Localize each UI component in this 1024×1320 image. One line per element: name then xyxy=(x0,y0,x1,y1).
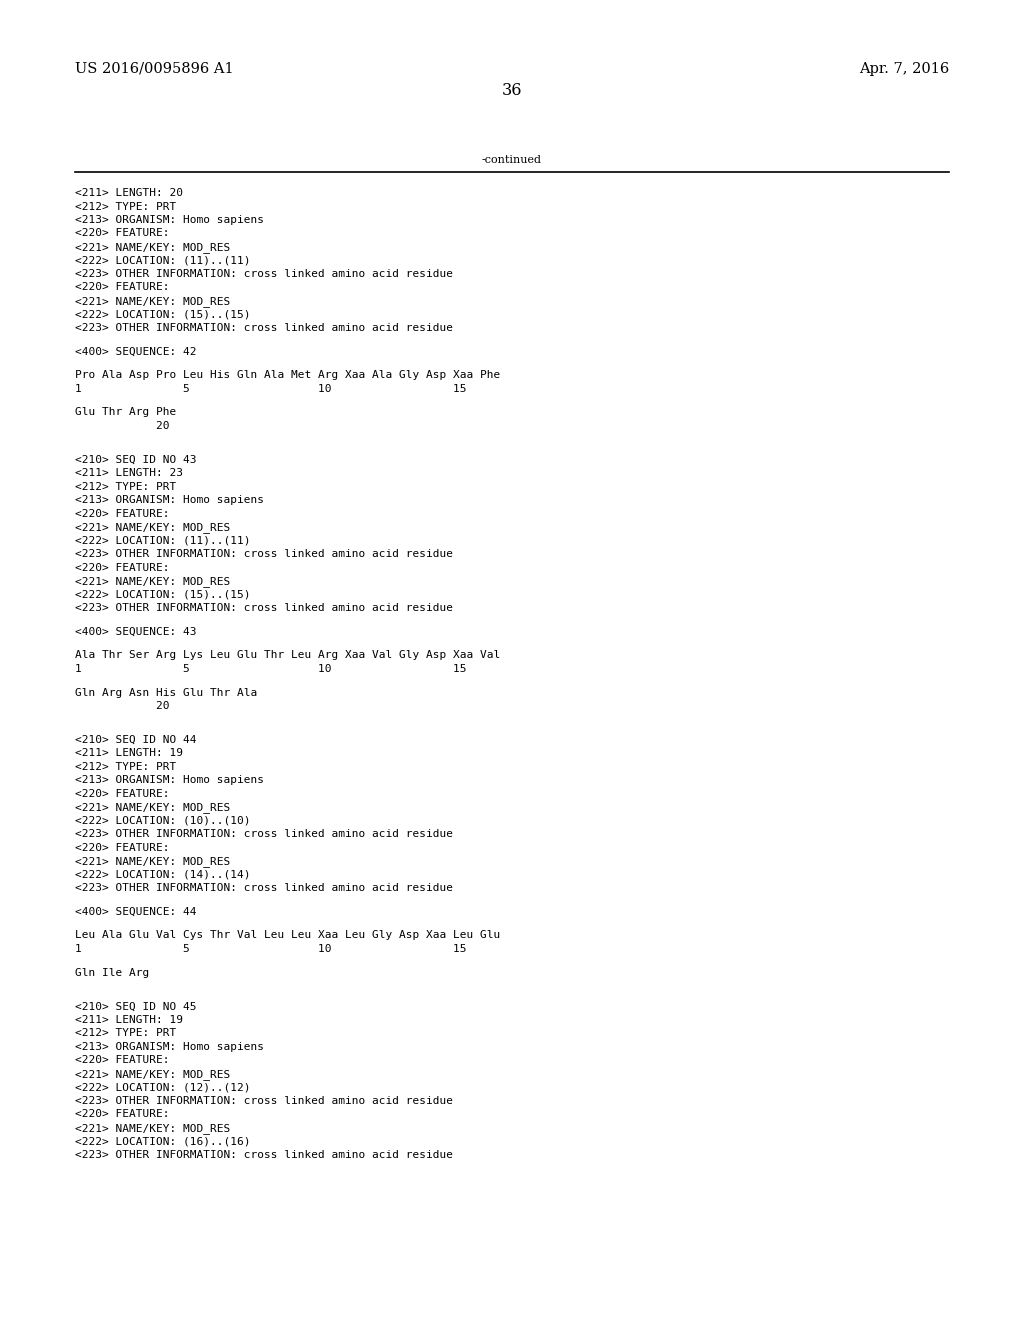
Text: <221> NAME/KEY: MOD_RES: <221> NAME/KEY: MOD_RES xyxy=(75,803,230,813)
Text: <211> LENGTH: 19: <211> LENGTH: 19 xyxy=(75,1015,183,1024)
Text: 1               5                   10                  15: 1 5 10 15 xyxy=(75,664,467,675)
Text: <220> FEATURE:: <220> FEATURE: xyxy=(75,562,170,573)
Text: <223> OTHER INFORMATION: cross linked amino acid residue: <223> OTHER INFORMATION: cross linked am… xyxy=(75,1096,453,1106)
Text: 1               5                   10                  15: 1 5 10 15 xyxy=(75,384,467,393)
Text: <210> SEQ ID NO 44: <210> SEQ ID NO 44 xyxy=(75,735,197,744)
Text: <220> FEATURE:: <220> FEATURE: xyxy=(75,789,170,799)
Text: <213> ORGANISM: Homo sapiens: <213> ORGANISM: Homo sapiens xyxy=(75,495,264,506)
Text: <220> FEATURE:: <220> FEATURE: xyxy=(75,842,170,853)
Text: Ala Thr Ser Arg Lys Leu Glu Thr Leu Arg Xaa Val Gly Asp Xaa Val: Ala Thr Ser Arg Lys Leu Glu Thr Leu Arg … xyxy=(75,651,501,660)
Text: <212> TYPE: PRT: <212> TYPE: PRT xyxy=(75,482,176,491)
Text: Pro Ala Asp Pro Leu His Gln Ala Met Arg Xaa Ala Gly Asp Xaa Phe: Pro Ala Asp Pro Leu His Gln Ala Met Arg … xyxy=(75,370,501,380)
Text: <222> LOCATION: (15)..(15): <222> LOCATION: (15)..(15) xyxy=(75,309,251,319)
Text: <220> FEATURE:: <220> FEATURE: xyxy=(75,228,170,239)
Text: <212> TYPE: PRT: <212> TYPE: PRT xyxy=(75,202,176,211)
Text: Gln Ile Arg: Gln Ile Arg xyxy=(75,968,150,978)
Text: 20: 20 xyxy=(75,701,170,711)
Text: <400> SEQUENCE: 44: <400> SEQUENCE: 44 xyxy=(75,907,197,917)
Text: <220> FEATURE:: <220> FEATURE: xyxy=(75,282,170,293)
Text: <221> NAME/KEY: MOD_RES: <221> NAME/KEY: MOD_RES xyxy=(75,242,230,253)
Text: <221> NAME/KEY: MOD_RES: <221> NAME/KEY: MOD_RES xyxy=(75,523,230,533)
Text: Glu Thr Arg Phe: Glu Thr Arg Phe xyxy=(75,408,176,417)
Text: <400> SEQUENCE: 43: <400> SEQUENCE: 43 xyxy=(75,627,197,636)
Text: -continued: -continued xyxy=(482,154,542,165)
Text: <213> ORGANISM: Homo sapiens: <213> ORGANISM: Homo sapiens xyxy=(75,1041,264,1052)
Text: <213> ORGANISM: Homo sapiens: <213> ORGANISM: Homo sapiens xyxy=(75,215,264,224)
Text: <223> OTHER INFORMATION: cross linked amino acid residue: <223> OTHER INFORMATION: cross linked am… xyxy=(75,1150,453,1160)
Text: <222> LOCATION: (11)..(11): <222> LOCATION: (11)..(11) xyxy=(75,256,251,265)
Text: <212> TYPE: PRT: <212> TYPE: PRT xyxy=(75,762,176,772)
Text: <221> NAME/KEY: MOD_RES: <221> NAME/KEY: MOD_RES xyxy=(75,1123,230,1134)
Text: <220> FEATURE:: <220> FEATURE: xyxy=(75,1056,170,1065)
Text: <223> OTHER INFORMATION: cross linked amino acid residue: <223> OTHER INFORMATION: cross linked am… xyxy=(75,549,453,560)
Text: <222> LOCATION: (10)..(10): <222> LOCATION: (10)..(10) xyxy=(75,816,251,826)
Text: <210> SEQ ID NO 43: <210> SEQ ID NO 43 xyxy=(75,454,197,465)
Text: <221> NAME/KEY: MOD_RES: <221> NAME/KEY: MOD_RES xyxy=(75,1069,230,1080)
Text: <222> LOCATION: (11)..(11): <222> LOCATION: (11)..(11) xyxy=(75,536,251,545)
Text: <222> LOCATION: (14)..(14): <222> LOCATION: (14)..(14) xyxy=(75,870,251,879)
Text: <220> FEATURE:: <220> FEATURE: xyxy=(75,508,170,519)
Text: <211> LENGTH: 19: <211> LENGTH: 19 xyxy=(75,748,183,758)
Text: <213> ORGANISM: Homo sapiens: <213> ORGANISM: Homo sapiens xyxy=(75,775,264,785)
Text: <223> OTHER INFORMATION: cross linked amino acid residue: <223> OTHER INFORMATION: cross linked am… xyxy=(75,323,453,333)
Text: Apr. 7, 2016: Apr. 7, 2016 xyxy=(859,62,949,77)
Text: Leu Ala Glu Val Cys Thr Val Leu Leu Xaa Leu Gly Asp Xaa Leu Glu: Leu Ala Glu Val Cys Thr Val Leu Leu Xaa … xyxy=(75,931,501,940)
Text: <400> SEQUENCE: 42: <400> SEQUENCE: 42 xyxy=(75,347,197,356)
Text: <223> OTHER INFORMATION: cross linked amino acid residue: <223> OTHER INFORMATION: cross linked am… xyxy=(75,829,453,840)
Text: US 2016/0095896 A1: US 2016/0095896 A1 xyxy=(75,62,233,77)
Text: Gln Arg Asn His Glu Thr Ala: Gln Arg Asn His Glu Thr Ala xyxy=(75,688,257,697)
Text: <210> SEQ ID NO 45: <210> SEQ ID NO 45 xyxy=(75,1002,197,1011)
Text: <221> NAME/KEY: MOD_RES: <221> NAME/KEY: MOD_RES xyxy=(75,296,230,308)
Text: 1               5                   10                  15: 1 5 10 15 xyxy=(75,944,467,954)
Text: <223> OTHER INFORMATION: cross linked amino acid residue: <223> OTHER INFORMATION: cross linked am… xyxy=(75,269,453,279)
Text: <222> LOCATION: (15)..(15): <222> LOCATION: (15)..(15) xyxy=(75,590,251,599)
Text: <223> OTHER INFORMATION: cross linked amino acid residue: <223> OTHER INFORMATION: cross linked am… xyxy=(75,883,453,894)
Text: <211> LENGTH: 20: <211> LENGTH: 20 xyxy=(75,187,183,198)
Text: <222> LOCATION: (12)..(12): <222> LOCATION: (12)..(12) xyxy=(75,1082,251,1093)
Text: <220> FEATURE:: <220> FEATURE: xyxy=(75,1109,170,1119)
Text: 36: 36 xyxy=(502,82,522,99)
Text: <221> NAME/KEY: MOD_RES: <221> NAME/KEY: MOD_RES xyxy=(75,576,230,587)
Text: 20: 20 xyxy=(75,421,170,430)
Text: <212> TYPE: PRT: <212> TYPE: PRT xyxy=(75,1028,176,1039)
Text: <222> LOCATION: (16)..(16): <222> LOCATION: (16)..(16) xyxy=(75,1137,251,1146)
Text: <223> OTHER INFORMATION: cross linked amino acid residue: <223> OTHER INFORMATION: cross linked am… xyxy=(75,603,453,612)
Text: <221> NAME/KEY: MOD_RES: <221> NAME/KEY: MOD_RES xyxy=(75,857,230,867)
Text: <211> LENGTH: 23: <211> LENGTH: 23 xyxy=(75,469,183,478)
